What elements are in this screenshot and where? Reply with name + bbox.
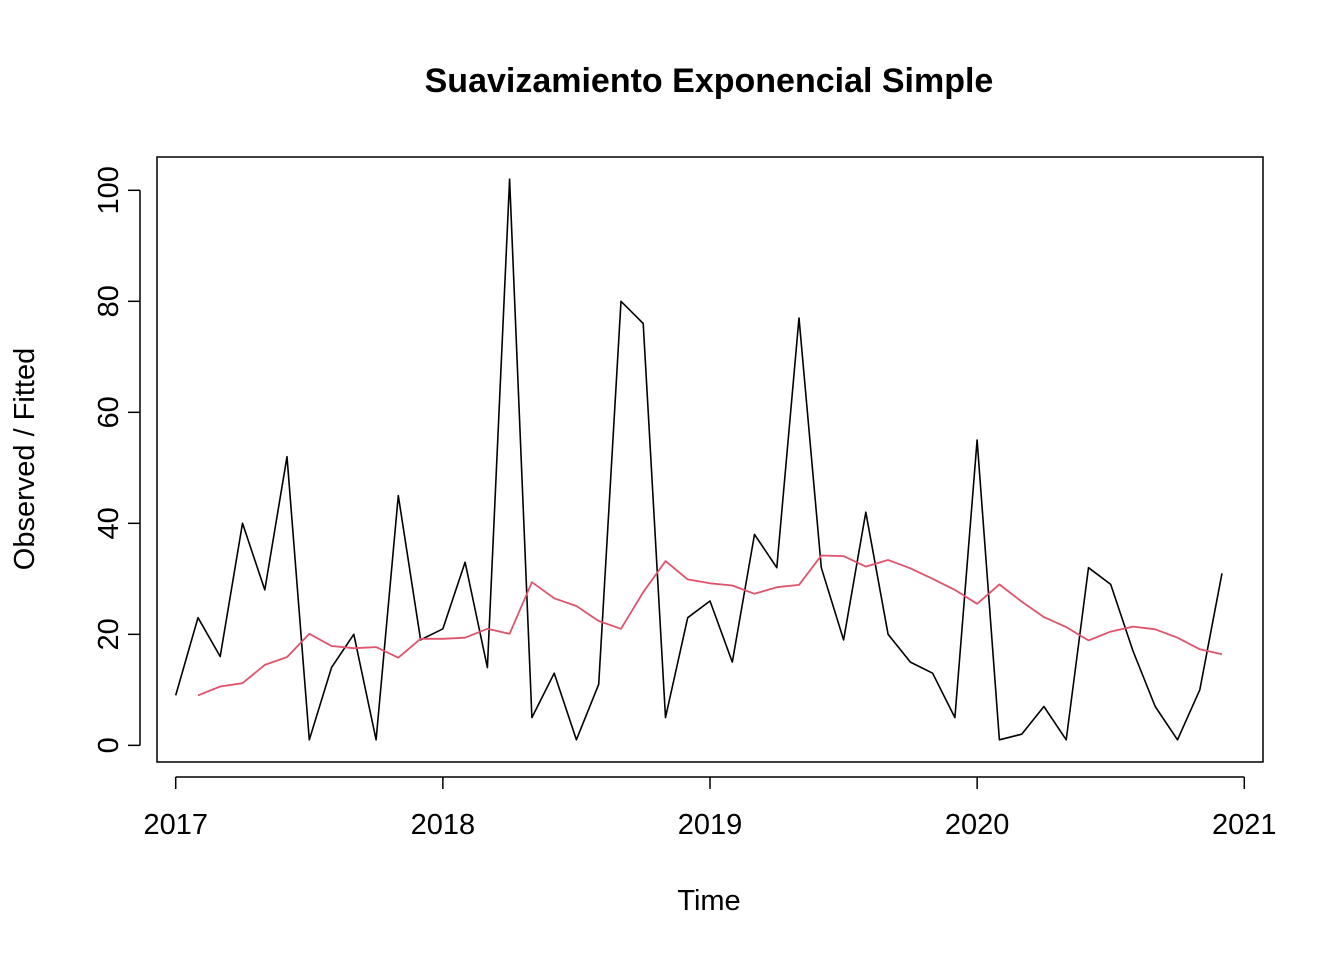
x-axis-label: Time bbox=[677, 885, 740, 917]
x-tick-label-2021: 2021 bbox=[1212, 809, 1277, 841]
y-tick-label-40: 40 bbox=[93, 507, 125, 539]
x-tick-label-2018: 2018 bbox=[411, 809, 476, 841]
plot-area-frame bbox=[156, 156, 1264, 763]
y-tick-label-20: 20 bbox=[93, 618, 125, 650]
series-layer bbox=[174, 178, 1223, 741]
x-tick-label-2020: 2020 bbox=[945, 809, 1010, 841]
y-tick-label-80: 80 bbox=[93, 285, 125, 317]
x-tick-label-2019: 2019 bbox=[678, 809, 743, 841]
series-line-observed bbox=[174, 178, 1223, 741]
y-tick-label-0: 0 bbox=[93, 737, 125, 753]
y-tick-label-100: 100 bbox=[93, 166, 125, 214]
series-line-fitted bbox=[197, 554, 1223, 697]
chart-title: Suavizamiento Exponencial Simple bbox=[425, 62, 994, 100]
x-axis: 2017 2018 2019 2020 2021 bbox=[143, 776, 1277, 841]
y-axis-label: Observed / Fitted bbox=[9, 348, 41, 570]
y-axis: 0 20 40 60 80 100 bbox=[93, 166, 141, 753]
y-tick-label-60: 60 bbox=[93, 396, 125, 428]
x-tick-label-2017: 2017 bbox=[143, 809, 208, 841]
